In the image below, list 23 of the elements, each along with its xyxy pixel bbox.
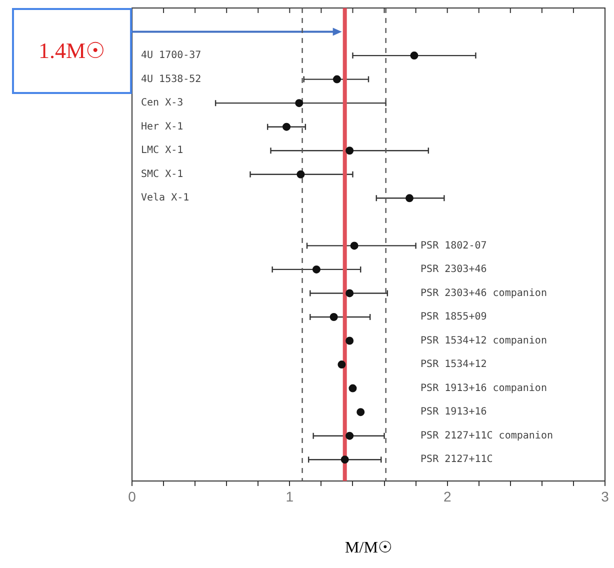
x-tick-label: 1 [286, 488, 294, 504]
y-tick-label: Vela X-1 [141, 192, 190, 204]
x-tick-label: 2 [443, 488, 452, 504]
y-tick-label: Her X-1 [141, 121, 184, 132]
y-tick-label: PSR 2127+11C [420, 454, 493, 466]
y-tick-label: PSR 1534+12 [420, 359, 487, 370]
x-tick-label: 0 [128, 488, 136, 504]
y-tick-label: PSR 2127+11C companion [420, 430, 553, 442]
y-tick-label: PSR 1913+16 companion [420, 382, 547, 394]
y-tick-label: PSR 2303+46 [420, 264, 487, 276]
y-tick-label: Cen X-3 [141, 98, 184, 109]
y-tick-label: PSR 1534+12 companion [420, 335, 547, 346]
y-tick-label: SMC X-1 [141, 168, 184, 180]
x-axis-title: M/M☉ [345, 540, 392, 557]
y-tick-label: PSR 2303+46 companion [420, 288, 547, 299]
y-tick-label: 4U 1700-37 [141, 50, 202, 62]
y-tick-label: PSR 1802-07 [420, 240, 487, 252]
y-tick-label: PSR 1855+09 [420, 312, 487, 323]
y-tick-label: LMC X-1 [141, 145, 184, 156]
callout-box: 1.4M☉ [12, 8, 132, 94]
y-tick-label: 4U 1538-52 [141, 74, 202, 85]
y-tick-label: PSR 1913+16 [420, 406, 487, 418]
x-tick-label: 3 [601, 488, 610, 504]
